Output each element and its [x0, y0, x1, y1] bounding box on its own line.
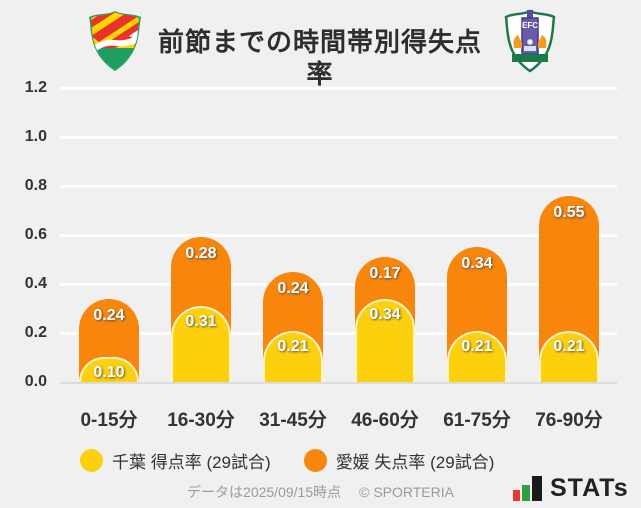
- chiba-value-label: 0.10: [93, 364, 125, 381]
- svg-text:EFC: EFC: [522, 21, 538, 30]
- ehime-value-label: 0.28: [185, 245, 217, 262]
- x-axis-category-label: 76-90分: [535, 410, 603, 431]
- footer-note: データは2025/09/15時点 © SPORTERIA: [0, 482, 641, 502]
- chiba-value-label: 0.21: [461, 338, 493, 355]
- chiba-scored-bar: [171, 306, 231, 382]
- y-axis-tick-label: 1.2: [24, 79, 47, 96]
- copyright-text: © SPORTERIA: [359, 484, 454, 500]
- chiba-scored-bar: [355, 299, 415, 382]
- chiba-value-label: 0.34: [369, 306, 401, 323]
- x-axis-category-label: 61-75分: [443, 410, 511, 431]
- chiba-scored-bar: [263, 331, 323, 382]
- ehime-fc-crest-icon: EFC: [504, 9, 556, 73]
- stats-red-bar-icon: [513, 490, 520, 501]
- y-axis-tick-label: 0.4: [24, 275, 47, 292]
- jef-united-chiba-logo: [85, 10, 145, 72]
- chiba-value-label: 0.21: [553, 338, 585, 355]
- ehime-value-label: 0.24: [277, 280, 309, 297]
- gridline: [60, 233, 617, 237]
- y-axis-tick-label: 0.0: [24, 373, 47, 390]
- jef-united-chiba-crest-icon: [89, 11, 141, 71]
- stats-brand-text: STATs: [550, 474, 629, 502]
- legend-item-chiba: 千葉 得点率 (29試合): [80, 448, 271, 473]
- chart-legend: 千葉 得点率 (29試合) 愛媛 失点率 (29試合): [80, 448, 494, 473]
- x-axis-category-label: 0-15分: [80, 410, 138, 431]
- chiba-value-label: 0.21: [277, 338, 309, 355]
- gridline: [60, 282, 617, 286]
- ehime-legend-swatch-icon: [303, 449, 327, 472]
- legend-item-ehime: 愛媛 失点率 (29試合): [303, 448, 495, 473]
- x-axis-baseline: [60, 382, 617, 384]
- data-date-note: データは2025/09/15時点: [187, 484, 342, 500]
- page-title: 前節までの時間帯別得失点率: [157, 27, 482, 89]
- x-axis-category-label: 31-45分: [259, 410, 327, 431]
- y-axis-tick-label: 1.0: [24, 128, 47, 145]
- ehime-value-label: 0.55: [553, 204, 585, 221]
- x-axis-category-label: 16-30分: [167, 410, 235, 431]
- chiba-scored-bar: [447, 331, 507, 382]
- gridline: [60, 135, 617, 139]
- ehime-value-label: 0.34: [461, 255, 493, 272]
- ehime-fc-logo: EFC: [500, 8, 560, 74]
- gridline: [60, 86, 617, 90]
- legend-label-ehime: 愛媛 失点率 (29試合): [335, 453, 495, 472]
- chiba-scored-bar: [539, 331, 599, 382]
- ehime-value-label: 0.24: [93, 307, 125, 324]
- gridline: [60, 184, 617, 188]
- ehime-value-label: 0.17: [369, 265, 401, 282]
- chiba-value-label: 0.31: [185, 313, 217, 330]
- y-axis-tick-label: 0.8: [24, 177, 47, 194]
- y-axis-tick-label: 0.2: [24, 324, 47, 341]
- legend-label-chiba: 千葉 得点率 (29試合): [112, 453, 271, 472]
- stats-brand-logo: STATs: [509, 471, 633, 503]
- stats-green-bar-icon: [522, 485, 530, 501]
- stats-black-bar-icon: [532, 476, 542, 501]
- y-axis-tick-label: 0.6: [24, 226, 47, 243]
- chiba-legend-swatch-icon: [80, 449, 103, 472]
- gridline: [60, 331, 617, 335]
- x-axis-category-label: 46-60分: [351, 410, 419, 431]
